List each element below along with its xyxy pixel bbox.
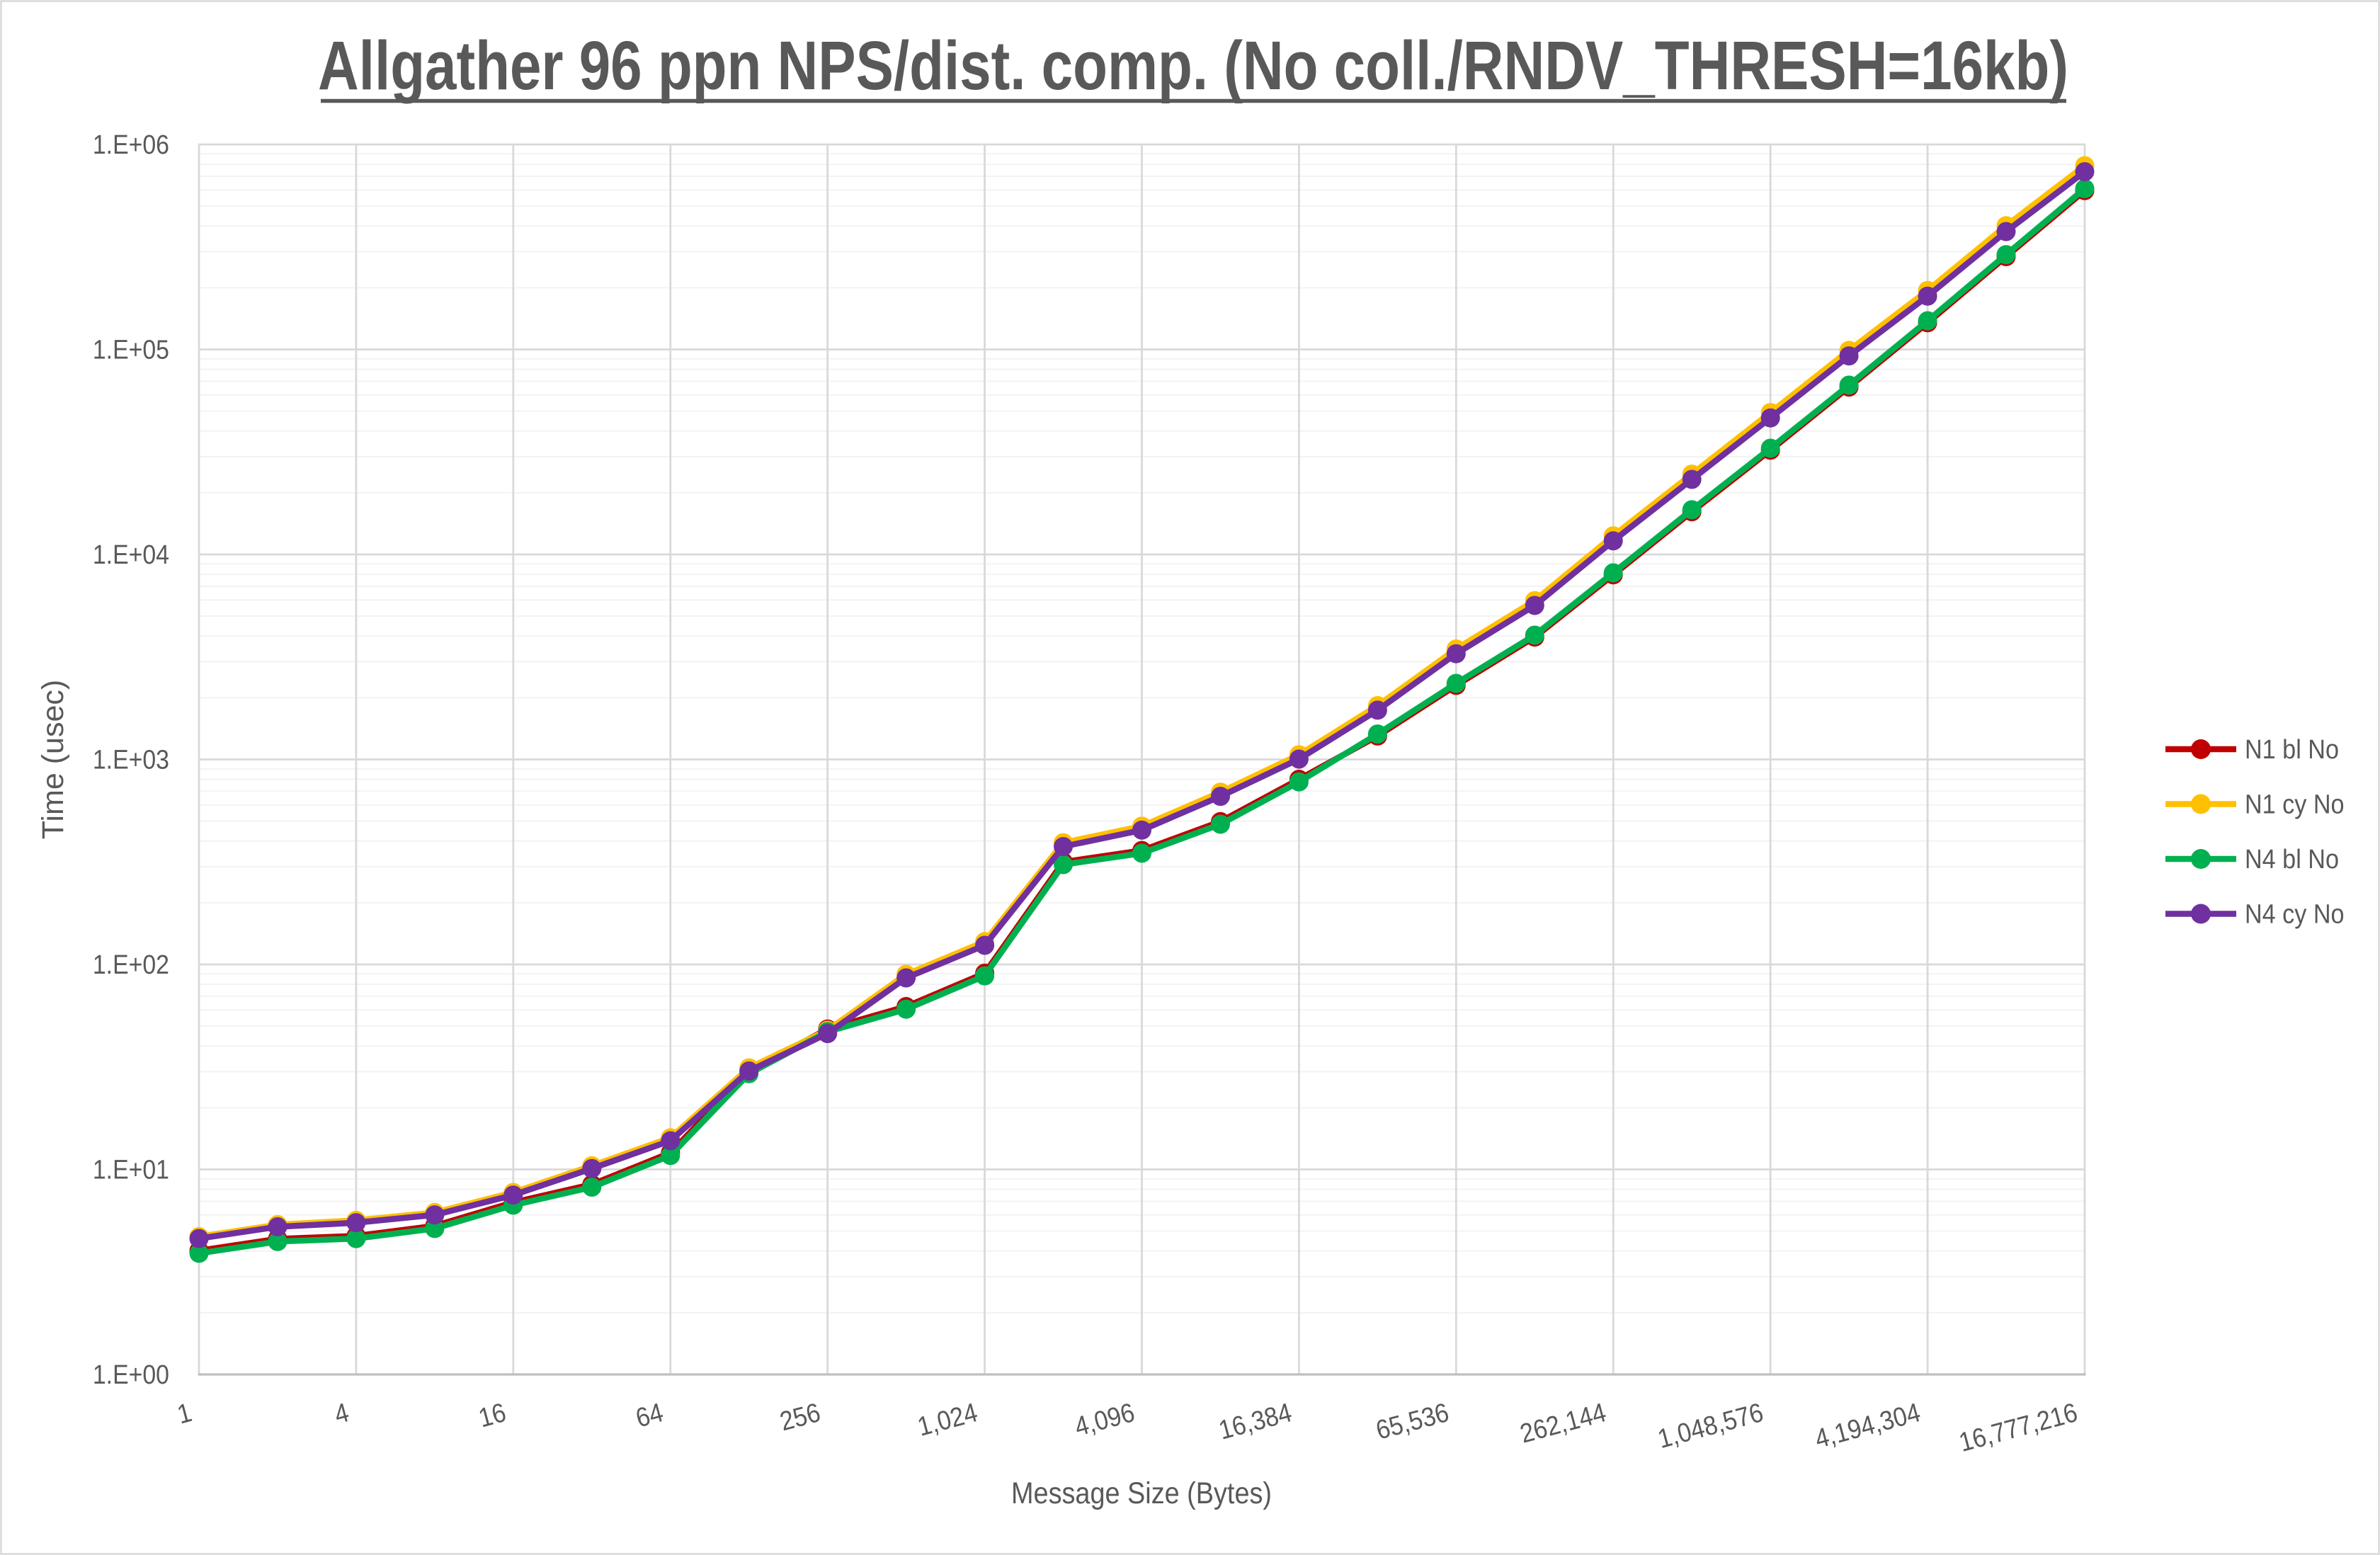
svg-text:1.E+05: 1.E+05 <box>93 334 169 365</box>
svg-text:N4 bl No: N4 bl No <box>2245 843 2339 874</box>
svg-text:1.E+03: 1.E+03 <box>93 744 169 775</box>
svg-text:Message Size (Bytes): Message Size (Bytes) <box>1011 1476 1272 1510</box>
svg-text:1.E+06: 1.E+06 <box>93 129 169 159</box>
svg-text:1.E+01: 1.E+01 <box>93 1154 169 1185</box>
svg-text:Time (usec): Time (usec) <box>36 680 70 839</box>
svg-text:N1 bl No: N1 bl No <box>2245 734 2339 764</box>
svg-text:N4 cy No: N4 cy No <box>2245 899 2345 929</box>
svg-text:N1 cy No: N1 cy No <box>2245 789 2345 819</box>
svg-text:Allgather 96 ppn NPS/dist. com: Allgather 96 ppn NPS/dist. comp. (No col… <box>318 28 2068 104</box>
svg-text:1.E+04: 1.E+04 <box>93 539 169 569</box>
svg-text:1.E+00: 1.E+00 <box>93 1359 169 1389</box>
svg-text:1.E+02: 1.E+02 <box>93 949 169 979</box>
